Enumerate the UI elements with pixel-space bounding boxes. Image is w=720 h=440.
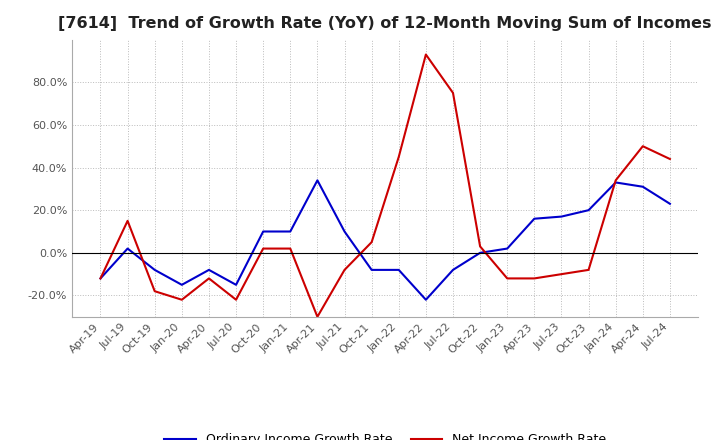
Legend: Ordinary Income Growth Rate, Net Income Growth Rate: Ordinary Income Growth Rate, Net Income … (159, 429, 611, 440)
Net Income Growth Rate (96, 276, 105, 281)
Net Income Growth Rate (204, 276, 213, 281)
Ordinary Income Growth Rate (503, 246, 511, 251)
Ordinary Income Growth Rate (530, 216, 539, 221)
Ordinary Income Growth Rate (286, 229, 294, 234)
Net Income Growth Rate (639, 143, 647, 149)
Ordinary Income Growth Rate (395, 267, 403, 272)
Title: [7614]  Trend of Growth Rate (YoY) of 12-Month Moving Sum of Incomes: [7614] Trend of Growth Rate (YoY) of 12-… (58, 16, 712, 32)
Ordinary Income Growth Rate (150, 267, 159, 272)
Net Income Growth Rate (476, 244, 485, 249)
Net Income Growth Rate (665, 156, 674, 161)
Ordinary Income Growth Rate (313, 178, 322, 183)
Ordinary Income Growth Rate (449, 267, 457, 272)
Ordinary Income Growth Rate (639, 184, 647, 189)
Net Income Growth Rate (367, 239, 376, 245)
Line: Ordinary Income Growth Rate: Ordinary Income Growth Rate (101, 180, 670, 300)
Net Income Growth Rate (395, 154, 403, 160)
Ordinary Income Growth Rate (178, 282, 186, 287)
Net Income Growth Rate (232, 297, 240, 302)
Net Income Growth Rate (259, 246, 268, 251)
Net Income Growth Rate (313, 314, 322, 319)
Net Income Growth Rate (123, 218, 132, 224)
Ordinary Income Growth Rate (259, 229, 268, 234)
Ordinary Income Growth Rate (96, 276, 105, 281)
Ordinary Income Growth Rate (584, 208, 593, 213)
Net Income Growth Rate (449, 90, 457, 95)
Ordinary Income Growth Rate (367, 267, 376, 272)
Ordinary Income Growth Rate (341, 229, 349, 234)
Net Income Growth Rate (178, 297, 186, 302)
Net Income Growth Rate (150, 289, 159, 294)
Net Income Growth Rate (341, 267, 349, 272)
Net Income Growth Rate (503, 276, 511, 281)
Ordinary Income Growth Rate (204, 267, 213, 272)
Net Income Growth Rate (584, 267, 593, 272)
Ordinary Income Growth Rate (232, 282, 240, 287)
Ordinary Income Growth Rate (123, 246, 132, 251)
Net Income Growth Rate (286, 246, 294, 251)
Ordinary Income Growth Rate (665, 201, 674, 206)
Net Income Growth Rate (611, 178, 620, 183)
Ordinary Income Growth Rate (611, 180, 620, 185)
Net Income Growth Rate (530, 276, 539, 281)
Net Income Growth Rate (557, 271, 566, 277)
Net Income Growth Rate (421, 52, 430, 57)
Line: Net Income Growth Rate: Net Income Growth Rate (101, 55, 670, 317)
Ordinary Income Growth Rate (557, 214, 566, 219)
Ordinary Income Growth Rate (476, 250, 485, 256)
Ordinary Income Growth Rate (421, 297, 430, 302)
